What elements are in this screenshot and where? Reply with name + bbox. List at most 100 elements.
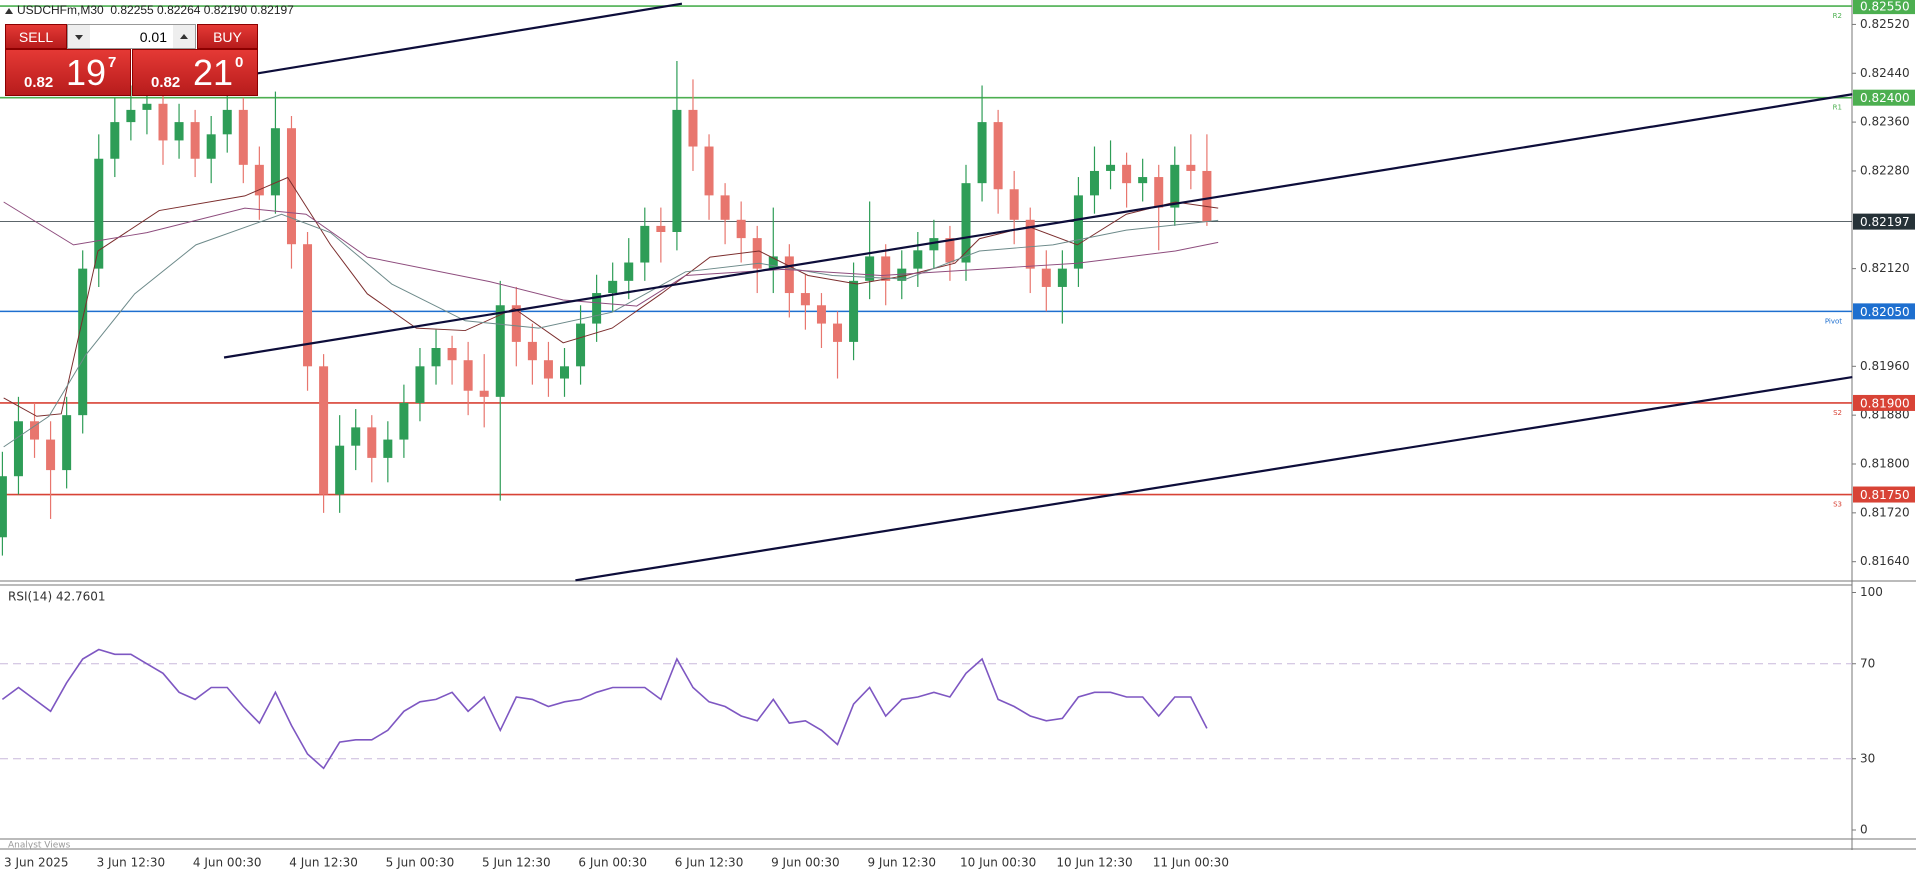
level-tag: R1 xyxy=(1833,104,1842,112)
y-tick-label: 0.81800 xyxy=(1860,457,1910,471)
rsi-line xyxy=(1,648,1208,770)
candle-body xyxy=(142,103,152,110)
candle-body xyxy=(543,360,553,379)
sell-button[interactable]: SELL xyxy=(5,24,67,49)
candle-body xyxy=(479,390,489,397)
candle-body xyxy=(977,122,987,184)
candle-body xyxy=(190,122,200,159)
price-prefix: 0.82 xyxy=(151,74,181,91)
x-tick-label: 11 Jun 00:30 xyxy=(1153,856,1229,870)
candle-body xyxy=(1106,164,1116,171)
x-tick-label: 10 Jun 12:30 xyxy=(1056,856,1132,870)
candle-body xyxy=(592,293,602,324)
y-tick-label: 0.81640 xyxy=(1860,554,1910,568)
candle-body xyxy=(736,219,746,239)
candle-body xyxy=(688,109,698,147)
candle-body xyxy=(1170,164,1180,208)
candle-body xyxy=(720,195,730,220)
candle-body xyxy=(46,439,56,471)
footer-text: Analyst Views xyxy=(8,841,71,851)
candle-body xyxy=(961,183,971,263)
level-tag: S2 xyxy=(1833,409,1842,417)
y-tick-label: 0.81880 xyxy=(1860,408,1910,422)
candle-body xyxy=(945,238,955,263)
lot-down[interactable] xyxy=(68,25,90,48)
quote: 0.82255 0.82264 0.82190 0.82197 xyxy=(110,3,294,17)
candle-body xyxy=(511,305,521,342)
candle-body xyxy=(158,103,168,141)
x-tick-label: 5 Jun 00:30 xyxy=(386,856,455,870)
y-tick-label: 100 xyxy=(1860,585,1883,599)
symbol-header: USDCHFm,M30 0.82255 0.82264 0.82190 0.82… xyxy=(17,3,294,17)
candle-body xyxy=(62,415,72,471)
candle-body xyxy=(383,439,393,458)
candle-body xyxy=(1073,195,1083,269)
y-tick-label: 70 xyxy=(1860,656,1875,670)
candle-body xyxy=(351,427,361,446)
drawings xyxy=(3,2,1853,582)
candle-body xyxy=(335,445,345,495)
candle-body xyxy=(784,256,794,294)
candle-body xyxy=(1057,268,1067,287)
level-label: 0.82550 xyxy=(1860,0,1910,14)
trend-line xyxy=(575,375,1853,582)
buy-button[interactable]: BUY xyxy=(197,24,258,49)
candle-body xyxy=(800,293,810,306)
level-tag: R2 xyxy=(1833,12,1842,20)
candle-body xyxy=(704,146,714,196)
trend-line xyxy=(256,2,683,75)
moving-average xyxy=(3,213,1219,448)
candle-body xyxy=(897,268,907,281)
candle-body xyxy=(270,128,280,196)
lot-spinner: 0.01 xyxy=(67,24,196,49)
x-tick-label: 9 Jun 12:30 xyxy=(867,856,936,870)
x-tick-label: 4 Jun 00:30 xyxy=(193,856,262,870)
candle-body xyxy=(1122,164,1132,184)
candle-body xyxy=(254,164,264,196)
candle-body xyxy=(222,109,232,135)
y-tick-label: 0.82120 xyxy=(1860,261,1910,275)
candle-body xyxy=(993,122,1003,190)
lot-up[interactable] xyxy=(173,25,195,48)
level-tag: S3 xyxy=(1833,501,1842,509)
candle-body xyxy=(303,244,313,367)
level-label-bg xyxy=(1853,394,1915,411)
price-big: 21 xyxy=(193,52,234,93)
rsi-title: RSI(14) 42.7601 xyxy=(8,590,106,604)
lot-value[interactable]: 0.01 xyxy=(139,28,167,45)
candle-body xyxy=(1202,170,1212,222)
candle-body xyxy=(0,476,7,538)
buy-price[interactable]: 0.82 21 0 xyxy=(132,49,258,96)
candle-body xyxy=(624,262,634,281)
collapse-icon[interactable] xyxy=(4,6,14,16)
y-tick-label: 0.81720 xyxy=(1860,505,1910,519)
x-tick-label: 6 Jun 12:30 xyxy=(675,856,744,870)
candle-body xyxy=(640,225,650,263)
level-tag: Pivot xyxy=(1825,317,1842,325)
x-tick-label: 10 Jun 00:30 xyxy=(960,856,1036,870)
symbol: USDCHFm,M30 xyxy=(17,3,104,17)
candle-body xyxy=(672,109,682,232)
candle-body xyxy=(1089,170,1099,196)
price-big: 19 xyxy=(66,52,107,93)
candle-body xyxy=(913,250,923,269)
candle-body xyxy=(126,109,136,123)
candle-body xyxy=(399,402,409,440)
candle-body xyxy=(431,348,441,367)
y-tick-label: 0 xyxy=(1860,823,1868,837)
sell-price[interactable]: 0.82 19 7 xyxy=(5,49,131,96)
candle-body xyxy=(656,225,666,232)
price-sup: 0 xyxy=(235,54,244,71)
candle-body xyxy=(78,268,88,416)
candle-body xyxy=(495,305,505,397)
level-label-bg xyxy=(1853,213,1915,230)
y-tick-label: 0.81960 xyxy=(1860,359,1910,373)
candle-body xyxy=(576,323,586,367)
candle-body xyxy=(463,360,473,391)
level-label: 0.82050 xyxy=(1860,305,1910,319)
candle-body xyxy=(560,366,569,379)
y-tick-label: 0.82360 xyxy=(1860,115,1910,129)
level-label: 0.82197 xyxy=(1860,215,1910,229)
candle-body xyxy=(238,109,248,165)
